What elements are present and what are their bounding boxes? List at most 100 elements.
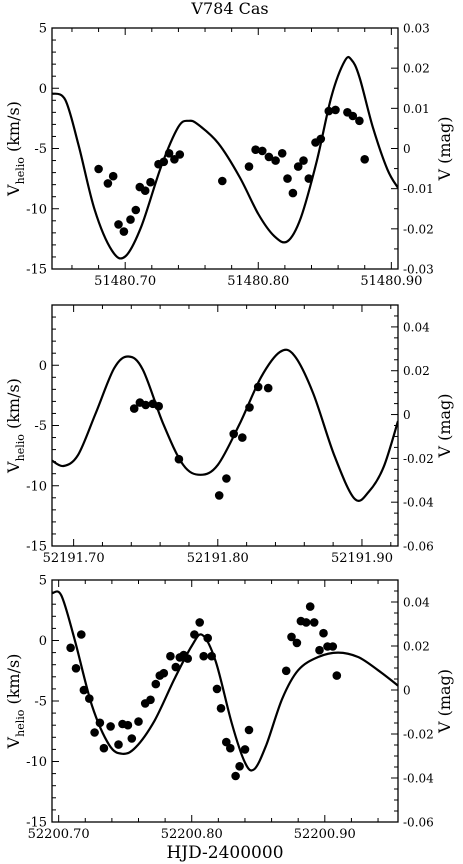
rv-data-point — [251, 145, 260, 154]
y-tick-label: 0 — [39, 359, 47, 374]
y2-tick-label: 0 — [403, 408, 411, 422]
rv-data-point — [226, 743, 235, 753]
y-tick-label: -5 — [34, 695, 47, 710]
x-tick-label: 52200.70 — [28, 827, 90, 842]
x-tick-label: 52191.90 — [331, 551, 393, 566]
y2-axis-label: V (mag) — [435, 393, 454, 458]
rv-data-point — [244, 162, 254, 171]
y-tick-label: -5 — [34, 142, 47, 157]
y2-tick-label: 0.04 — [403, 596, 430, 610]
rv-data-point — [218, 176, 227, 186]
rv-data-point — [199, 651, 208, 661]
rv-data-point — [123, 720, 133, 730]
panels-group: 51480.70 51480.80 51480.90 -15 -10 -5 0 5 -0.03 -… — [4, 22, 454, 843]
rv-data-point — [79, 685, 89, 695]
panel-3: 52200.70 52200.80 52200.90 -15 -10 -5 0 5 -0.06 -… — [4, 574, 454, 843]
rv-data-point — [166, 651, 175, 661]
rv-data-point — [140, 186, 150, 195]
rv-data-point — [292, 638, 302, 648]
x-tick-label: 52200.80 — [161, 827, 223, 842]
rv-data-point — [331, 105, 340, 115]
rv-data-point — [129, 404, 139, 413]
rv-data-point — [134, 717, 143, 726]
rv-data-point — [304, 174, 314, 183]
light-curve-line — [52, 590, 398, 772]
rv-data-point — [108, 171, 118, 181]
rv-data-point — [305, 602, 315, 611]
y-tick-label: -15 — [26, 540, 47, 555]
rv-data-point — [141, 400, 150, 410]
rv-data-point — [94, 164, 103, 174]
rv-data-point — [154, 401, 163, 411]
y-tick-label: -10 — [26, 202, 47, 217]
rv-data-point — [222, 737, 231, 747]
rv-data-point — [348, 111, 358, 121]
rv-data-point — [244, 725, 254, 735]
rv-data-point — [299, 156, 308, 165]
rv-data-point — [231, 771, 240, 781]
y-tick-label: 5 — [39, 22, 47, 37]
rv-data-point — [253, 382, 263, 392]
rv-data-point — [151, 679, 161, 689]
y2-tick-label: 0 — [403, 684, 411, 698]
rv-data-point — [277, 149, 287, 158]
rv-data-point — [328, 642, 338, 651]
rv-data-point — [77, 630, 86, 639]
rv-data-point — [319, 628, 328, 638]
rv-data-point — [245, 403, 254, 412]
rv-data-point — [222, 474, 231, 483]
rv-data-point — [85, 694, 94, 703]
rv-data-point — [174, 454, 184, 464]
rv-data-point — [309, 618, 319, 627]
x-tick-label: 51480.70 — [94, 274, 156, 289]
y2-tick-label: 0.02 — [403, 62, 430, 76]
y2-tick-label: -0.03 — [403, 263, 434, 277]
rv-data-point — [271, 156, 280, 165]
panel-1: 51480.70 51480.80 51480.90 -15 -10 -5 0 5 -0.03 -… — [4, 22, 454, 290]
y2-axis-label: V (mag) — [435, 669, 454, 734]
x-tick-label: 52200.90 — [294, 827, 356, 842]
x-tick-label: 52191.80 — [187, 551, 249, 566]
rv-data-point — [114, 220, 123, 229]
x-tick-label: 52191.70 — [43, 551, 105, 566]
rv-data-point — [99, 743, 109, 753]
y2-tick-label: 0.02 — [403, 640, 430, 654]
y-axis-label: Vhelio (km/s) — [4, 378, 27, 474]
rv-data-point — [146, 695, 155, 705]
x-axis-label: HJD-2400000 — [166, 843, 283, 863]
rv-data-point — [71, 664, 81, 673]
rv-data-point — [316, 134, 326, 144]
panel-2: 52191.70 52191.80 52191.90 -15 -10 -5 0 -0.06 -0… — [4, 304, 454, 566]
y-tick-label: -10 — [26, 755, 47, 770]
y2-tick-label: -0.04 — [403, 772, 434, 786]
rv-data-point — [238, 433, 247, 442]
y-tick-label: 0 — [39, 82, 47, 97]
rv-data-point — [159, 157, 169, 167]
rv-data-point — [324, 106, 334, 116]
y-axis-label: Vhelio (km/s) — [4, 654, 27, 750]
y-tick-label: -15 — [26, 263, 47, 278]
rv-data-point — [175, 150, 185, 159]
rv-data-point — [355, 116, 364, 126]
y-axis-label: Vhelio (km/s) — [4, 101, 27, 197]
rv-data-point — [207, 651, 216, 661]
rv-data-point — [287, 632, 296, 642]
rv-data-point — [216, 704, 226, 713]
y2-tick-label: 0 — [403, 142, 411, 156]
y2-axis-label: V (mag) — [435, 116, 454, 181]
rv-data-point — [212, 684, 222, 694]
rv-data-point — [283, 174, 292, 183]
y2-tick-label: -0.06 — [403, 816, 434, 830]
rv-data-point — [214, 491, 224, 500]
light-curve-line — [52, 55, 398, 260]
rv-data-point — [293, 162, 303, 171]
y2-tick-label: 0.03 — [403, 22, 430, 36]
y2-tick-label: -0.02 — [403, 728, 434, 742]
rv-data-point — [360, 155, 370, 164]
plot-frame — [51, 304, 399, 547]
rv-data-point — [195, 618, 204, 627]
light-curve-line — [52, 348, 398, 502]
rv-data-point — [332, 671, 342, 680]
rv-data-point — [281, 666, 291, 676]
y2-tick-label: -0.01 — [403, 182, 434, 196]
